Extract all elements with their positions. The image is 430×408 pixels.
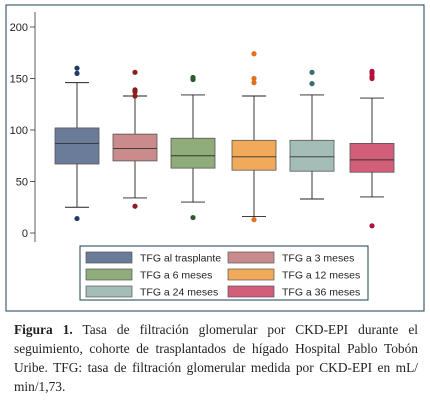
box-plot: [349, 68, 395, 229]
y-tick-label: 100: [10, 125, 28, 137]
outlier-point: [190, 214, 196, 221]
outlier-point: [251, 217, 257, 223]
legend: TFG al trasplante TFG a 3 meses TFG a 6 me…: [85, 251, 360, 299]
legend-item: TFG a 36 meses: [227, 285, 360, 299]
legend-swatch: [227, 285, 275, 298]
box-iqr: [54, 127, 100, 165]
outlier-point: [369, 68, 375, 74]
box-plot: [54, 65, 100, 222]
outlier-point: [132, 93, 138, 99]
caption-label: Figura 1.: [14, 322, 73, 337]
box-iqr: [112, 133, 158, 162]
legend-item: TFG a 24 meses: [85, 285, 218, 299]
outlier-point: [74, 215, 80, 222]
plot-area: [35, 12, 420, 242]
legend-swatch: [85, 268, 133, 281]
y-tick-label: 200: [10, 22, 28, 34]
outlier-point: [309, 69, 315, 75]
legend-swatch: [227, 251, 275, 264]
legend-label: TFG al trasplante: [140, 253, 221, 265]
outlier-point: [251, 51, 257, 57]
outlier-point: [74, 65, 80, 71]
box-plot: [231, 51, 277, 223]
outlier-point: [132, 87, 138, 93]
y-axis: 0 50 100 150 200: [10, 22, 35, 240]
box-plot: [289, 69, 335, 200]
outlier-point: [309, 81, 315, 87]
legend-label: TFG a 36 meses: [282, 287, 360, 299]
outlier-point: [251, 75, 257, 82]
legend-label: TFG a 24 meses: [140, 287, 218, 299]
box-plot: [170, 74, 216, 221]
legend-item: TFG a 3 meses: [227, 251, 354, 265]
outlier-point: [132, 203, 138, 209]
legend-item: TFG al trasplante: [85, 251, 221, 265]
figure-caption: Figura 1. Tasa de filtración glomerular …: [14, 320, 418, 396]
y-tick-label: 0: [22, 228, 28, 240]
legend-swatch: [85, 251, 133, 264]
legend-label: TFG a 6 meses: [140, 270, 212, 282]
legend-item: TFG a 6 meses: [85, 268, 212, 282]
y-tick-label: 150: [10, 74, 28, 86]
outlier-point: [369, 223, 375, 229]
legend-label: TFG a 3 meses: [282, 253, 354, 265]
caption-text: Tasa de filtración glomerular por CKD-EP…: [14, 322, 418, 394]
legend-label: TFG a 12 meses: [282, 270, 360, 282]
legend-swatch: [227, 268, 275, 281]
y-tick-label: 50: [16, 177, 28, 189]
legend-swatch: [85, 285, 133, 298]
box-plots: [54, 51, 395, 229]
box-iqr: [231, 139, 277, 171]
box-iqr: [170, 137, 216, 169]
box-plot: [112, 69, 158, 209]
box-iqr: [349, 142, 395, 173]
outlier-point: [190, 74, 196, 81]
box-iqr: [289, 139, 335, 172]
outlier-point: [132, 69, 138, 75]
legend-item: TFG a 12 meses: [227, 268, 360, 282]
outlier-point: [74, 70, 80, 76]
outlier-point: [251, 80, 257, 86]
